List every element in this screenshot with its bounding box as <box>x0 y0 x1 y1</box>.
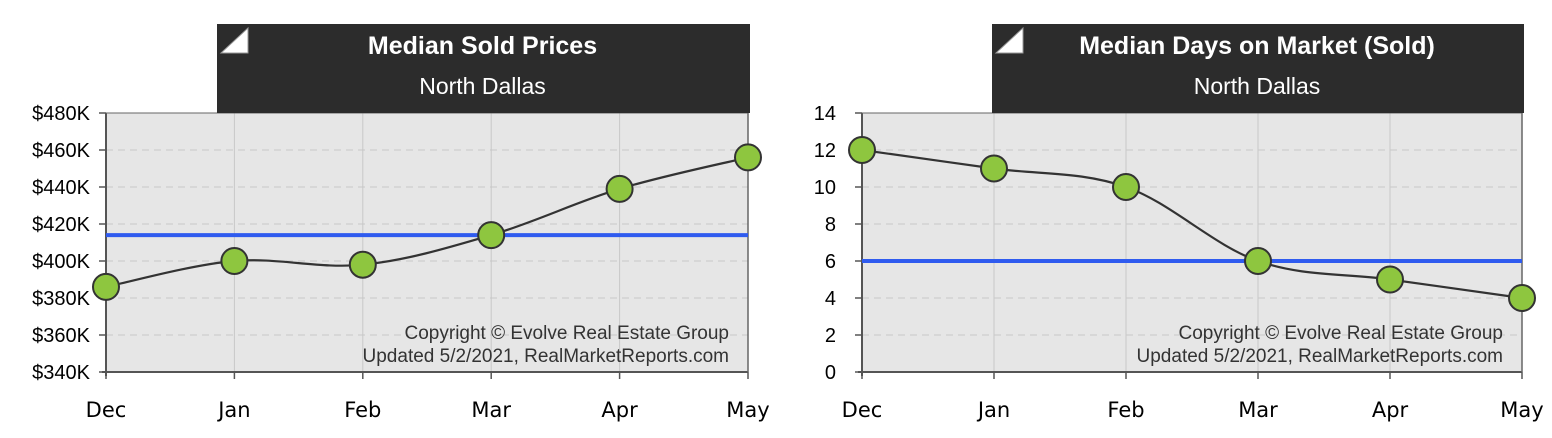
plot-area <box>106 113 748 372</box>
y-tick-label: $460K <box>32 140 90 162</box>
x-tick-label: Dec <box>86 398 127 422</box>
data-point <box>605 174 634 203</box>
data-point <box>1112 173 1140 201</box>
title-box <box>217 24 750 113</box>
y-tick-label: 2 <box>825 325 836 347</box>
folded-corner-icon <box>219 26 249 54</box>
trend-line <box>105 156 749 288</box>
chart-subtitle: North Dallas <box>419 73 546 99</box>
x-tick-label: Feb <box>1107 398 1144 422</box>
data-point <box>220 247 249 275</box>
data-point <box>848 136 876 164</box>
y-tick-label: $380K <box>32 288 90 310</box>
data-point <box>477 221 506 250</box>
x-tick-label: Jan <box>976 398 1010 422</box>
y-tick-label: 0 <box>825 362 836 384</box>
y-tick-label: 8 <box>825 214 836 236</box>
x-tick-label: Apr <box>1372 398 1409 422</box>
x-tick-label: Mar <box>471 398 511 422</box>
chart-1: 0 2 4 6 8 10 12 14 Dec Jan Feb Mar Apr May Copyright ©… <box>814 24 1544 422</box>
title-box <box>992 24 1524 113</box>
data-point <box>1376 265 1404 294</box>
data-point <box>980 154 1008 183</box>
y-tick-label: 14 <box>814 103 836 125</box>
folded-corner-icon <box>994 26 1024 54</box>
plot-area <box>862 113 1522 372</box>
chart-title: Median Sold Prices <box>368 32 597 60</box>
x-tick-label: Mar <box>1238 398 1278 422</box>
copyright-text: Copyright © Evolve Real Estate Group <box>405 323 729 344</box>
x-tick-label: Dec <box>842 398 883 422</box>
chart-0: $340K $360K $380K $400K $420K $440K $460K $480K… <box>32 24 770 422</box>
updated-text: Updated 5/2/2021, RealMarketReports.com <box>363 346 729 367</box>
data-point <box>1508 284 1536 312</box>
data-point <box>92 272 120 301</box>
updated-text: Updated 5/2/2021, RealMarketReports.com <box>1137 346 1503 367</box>
copyright-text: Copyright © Evolve Real Estate Group <box>1179 323 1503 344</box>
y-tick-label: $440K <box>32 177 90 199</box>
x-tick-label: Feb <box>344 398 381 422</box>
y-tick-label: 6 <box>825 251 836 273</box>
data-point <box>734 143 762 172</box>
x-tick-label: May <box>1500 398 1543 422</box>
y-tick-label: 12 <box>814 140 836 162</box>
x-tick-label: Apr <box>601 398 638 422</box>
y-tick-label: $340K <box>32 362 90 384</box>
y-tick-label: $400K <box>32 251 90 273</box>
y-tick-label: 4 <box>825 288 836 310</box>
x-tick-label: May <box>726 398 769 422</box>
y-tick-label: 10 <box>814 177 836 199</box>
chart-subtitle: North Dallas <box>1194 73 1321 99</box>
chart-title: Median Days on Market (Sold) <box>1079 32 1435 60</box>
y-tick-label: $480K <box>32 103 90 125</box>
y-tick-label: $420K <box>32 214 90 236</box>
data-point <box>348 250 377 279</box>
x-tick-label: Jan <box>216 398 250 422</box>
y-tick-label: $360K <box>32 325 90 347</box>
data-point <box>1244 247 1272 275</box>
